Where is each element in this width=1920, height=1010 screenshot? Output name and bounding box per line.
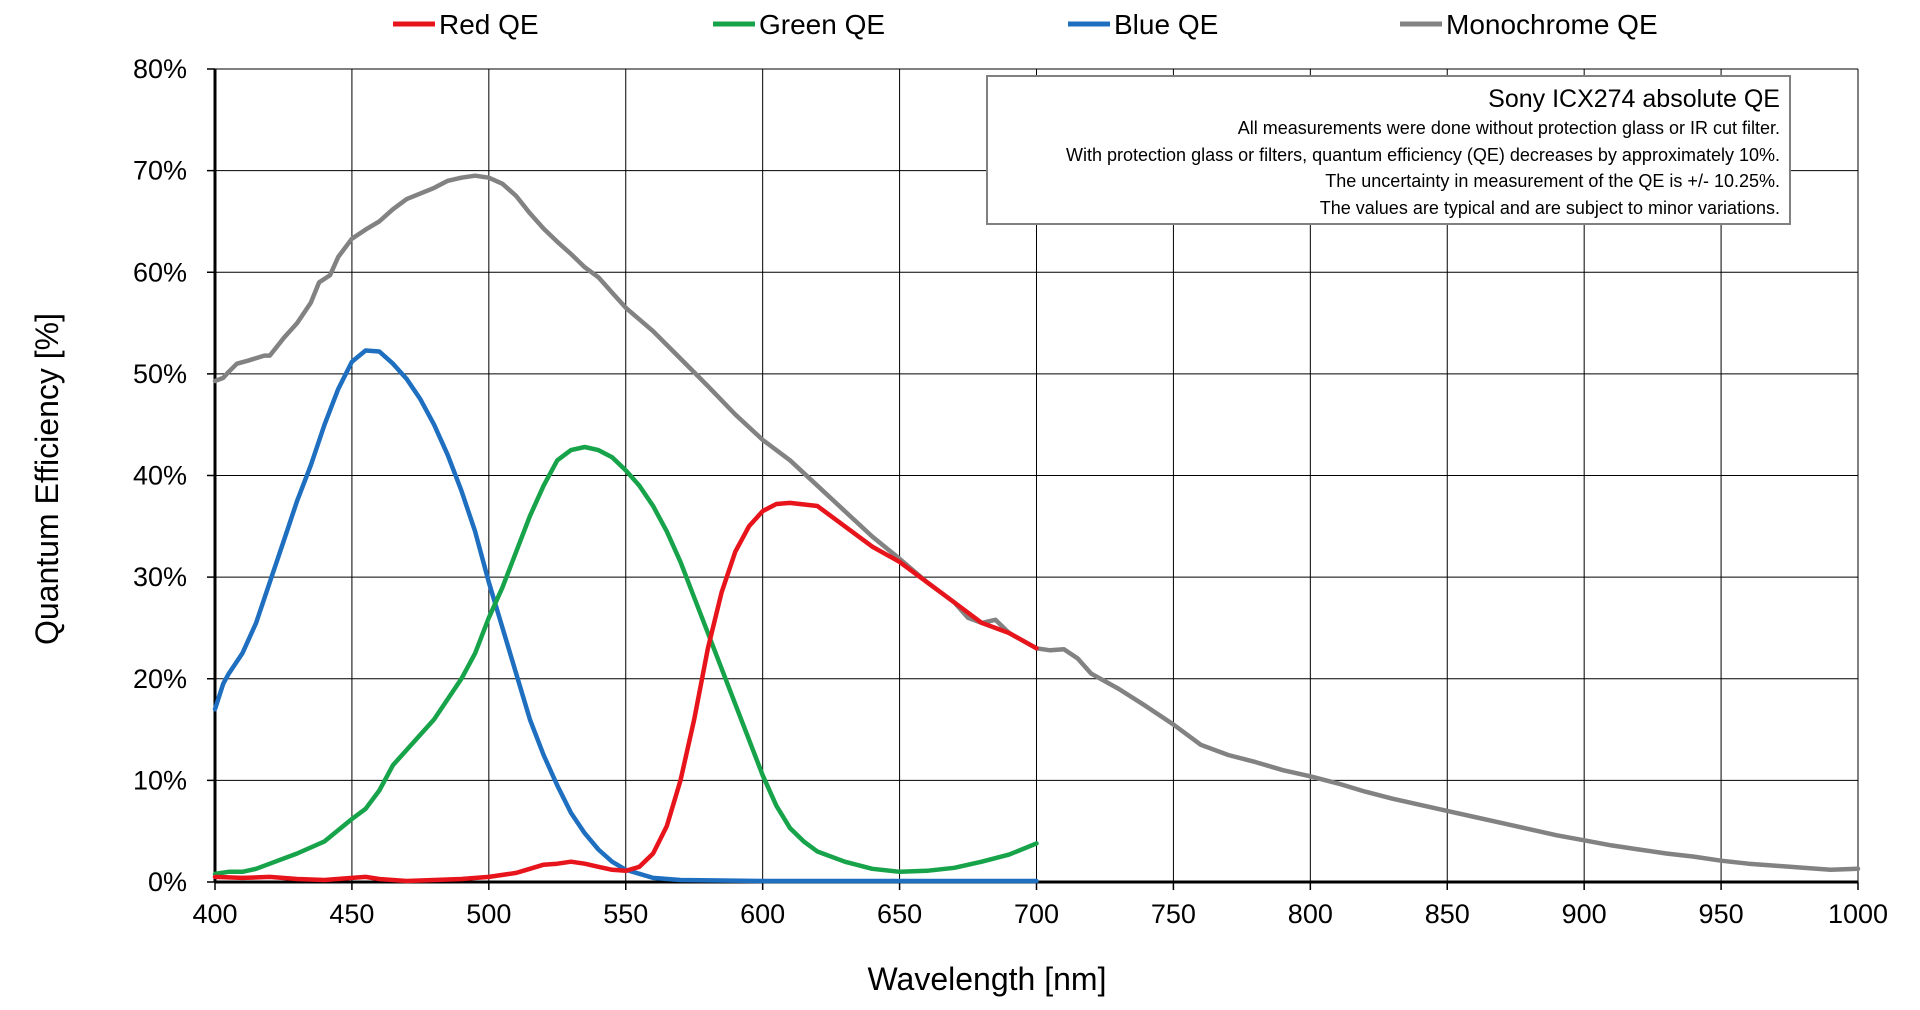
x-tick-label: 750 xyxy=(1151,899,1196,929)
x-tick-label: 950 xyxy=(1699,899,1744,929)
x-tick-label: 800 xyxy=(1288,899,1333,929)
x-tick-label: 550 xyxy=(603,899,648,929)
y-tick-label: 30% xyxy=(133,562,187,592)
y-tick-label: 60% xyxy=(133,257,187,287)
series-line-green-qe xyxy=(212,444,1039,877)
legend-label-blue-qe: Blue QE xyxy=(1114,9,1218,40)
x-tick-label: 850 xyxy=(1425,899,1470,929)
series-layer xyxy=(212,173,1861,884)
y-tick-label: 20% xyxy=(133,664,187,694)
x-tick-label: 400 xyxy=(192,899,237,929)
y-tick-label: 80% xyxy=(133,54,187,84)
annotation-frame xyxy=(986,75,1791,225)
x-tick-label: 900 xyxy=(1562,899,1607,929)
x-axis-ticks: 400 450 500 550 600 650 700 750 800 850 900 950 1000 xyxy=(192,882,1888,929)
y-tick-label: 40% xyxy=(133,461,187,491)
x-tick-label: 1000 xyxy=(1828,899,1888,929)
x-tick-label: 700 xyxy=(1014,899,1059,929)
annotation-line-4: The values are typical and are subject t… xyxy=(1320,198,1780,218)
x-tick-label: 600 xyxy=(740,899,785,929)
annotation-line-3: The uncertainty in measurement of the QE… xyxy=(1325,171,1780,191)
y-tick-label: 0% xyxy=(148,867,187,897)
y-axis-title: Quantum Efficiency [%] xyxy=(29,313,65,645)
y-tick-label: 70% xyxy=(133,156,187,186)
annotation-box: Sony ICX274 absolute QE All measurements… xyxy=(986,75,1791,225)
y-tick-label: 10% xyxy=(133,765,187,795)
legend: Red QE Green QE Blue QE Monochrome QE xyxy=(393,9,1658,40)
legend-label-red-qe: Red QE xyxy=(439,9,539,40)
legend-label-green-qe: Green QE xyxy=(759,9,885,40)
annotation-line-2: With protection glass or filters, quantu… xyxy=(1066,145,1780,165)
x-axis-title: Wavelength [nm] xyxy=(868,961,1107,997)
series-line-blue-qe xyxy=(212,348,1039,884)
x-tick-label: 450 xyxy=(329,899,374,929)
y-tick-label: 50% xyxy=(133,359,187,389)
series-line-monochrome-qe xyxy=(212,173,1861,873)
legend-label-monochrome-qe: Monochrome QE xyxy=(1446,9,1658,40)
annotation-title: Sony ICX274 absolute QE xyxy=(1488,85,1780,113)
annotation-line-1: All measurements were done without prote… xyxy=(1238,118,1780,138)
series-line-red-qe xyxy=(212,500,1039,884)
x-tick-label: 500 xyxy=(466,899,511,929)
y-axis-ticks: 0% 10% 20% 30% 40% 50% 60% 70% 80% xyxy=(133,54,215,897)
x-tick-label: 650 xyxy=(877,899,922,929)
